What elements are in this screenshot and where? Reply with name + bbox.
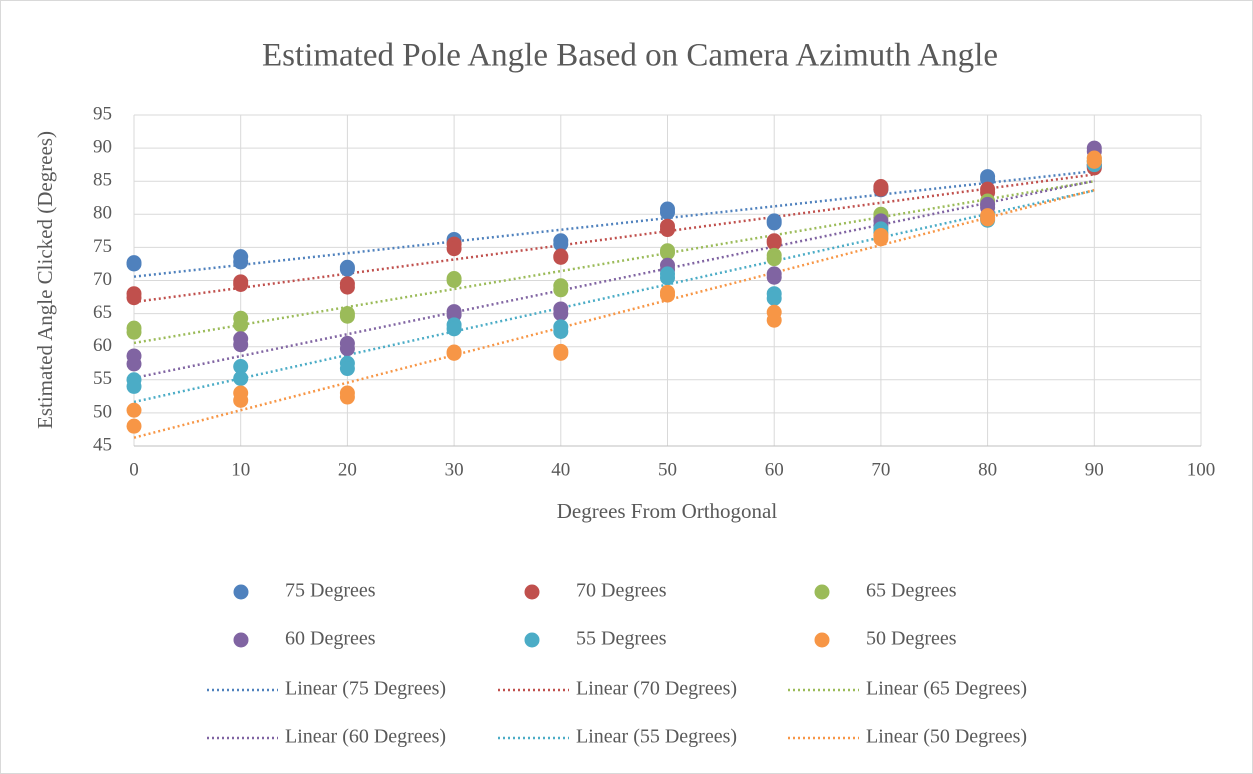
point <box>1086 153 1102 169</box>
y-tick-label: 90 <box>93 136 112 157</box>
point <box>446 345 462 361</box>
point <box>873 181 889 197</box>
point <box>126 290 142 306</box>
point <box>126 356 142 372</box>
x-tick-label: 20 <box>338 459 357 480</box>
point <box>126 378 142 394</box>
point <box>126 402 142 418</box>
legend-label: Linear (70 Degrees) <box>576 678 737 700</box>
point <box>766 215 782 231</box>
legend-marker <box>524 632 540 648</box>
trendline <box>133 179 1095 380</box>
chart-title: Estimated Pole Angle Based on Camera Azi… <box>262 38 998 74</box>
y-tick-label: 80 <box>93 203 112 224</box>
point <box>126 418 142 434</box>
legend-label: 75 Degrees <box>285 580 376 602</box>
y-tick-label: 70 <box>93 269 112 290</box>
x-tick-label: 60 <box>765 459 784 480</box>
x-tick-label: 70 <box>871 459 890 480</box>
point <box>233 359 249 375</box>
point <box>766 235 782 251</box>
point <box>660 245 675 261</box>
trendline <box>133 173 1095 304</box>
point <box>553 248 569 264</box>
y-axis-title: Estimated Angle Clicked (Degrees) <box>33 131 57 429</box>
point <box>339 261 355 277</box>
legend-label: Linear (50 Degrees) <box>866 726 1027 748</box>
x-tick-label: 0 <box>129 459 139 480</box>
point <box>339 341 355 357</box>
legend-label: 65 Degrees <box>866 580 957 602</box>
x-tick-label: 50 <box>658 459 677 480</box>
point <box>126 324 142 340</box>
legend-marker <box>524 584 540 600</box>
y-tick-label: 85 <box>93 170 112 191</box>
point <box>233 317 249 333</box>
y-tick-label: 65 <box>93 302 112 323</box>
legend-marker <box>233 632 249 648</box>
legend-label: 55 Degrees <box>576 628 667 650</box>
y-tick-label: 45 <box>93 434 112 455</box>
point <box>339 389 355 405</box>
point <box>233 337 249 353</box>
point <box>766 312 782 328</box>
point <box>233 370 249 386</box>
legend-label: 70 Degrees <box>576 580 667 602</box>
point <box>660 204 675 220</box>
point <box>446 241 462 257</box>
legend-marker <box>814 632 830 648</box>
point <box>766 290 782 306</box>
point <box>553 345 569 361</box>
point <box>766 269 782 285</box>
point <box>660 270 675 286</box>
legend-label: 60 Degrees <box>285 628 376 650</box>
trendline <box>133 169 1095 278</box>
point <box>446 321 462 337</box>
point <box>233 276 249 292</box>
x-axis-title: Degrees From Orthogonal <box>557 499 778 523</box>
x-tick-label: 100 <box>1187 459 1216 480</box>
point <box>339 361 355 377</box>
legend-label: Linear (65 Degrees) <box>866 678 1027 700</box>
point <box>980 211 996 227</box>
legend-label: Linear (55 Degrees) <box>576 726 737 748</box>
y-tick-label: 50 <box>93 401 112 422</box>
point <box>446 273 462 288</box>
point <box>553 282 569 298</box>
point <box>553 323 569 339</box>
x-tick-label: 10 <box>231 459 250 480</box>
point <box>339 308 355 324</box>
trendline <box>133 180 1095 345</box>
legend-label: Linear (75 Degrees) <box>285 678 446 700</box>
trendline <box>133 189 1095 404</box>
point <box>660 222 675 238</box>
point <box>660 287 675 303</box>
legend-label: 50 Degrees <box>866 628 957 650</box>
y-tick-label: 55 <box>93 368 112 389</box>
point <box>126 256 142 272</box>
x-tick-label: 80 <box>978 459 997 480</box>
point <box>553 236 569 252</box>
point <box>233 254 249 270</box>
x-tick-label: 90 <box>1085 459 1104 480</box>
y-tick-label: 75 <box>93 236 112 257</box>
trendline <box>133 188 1095 439</box>
point <box>553 306 569 322</box>
point <box>766 251 782 267</box>
legend-label: Linear (60 Degrees) <box>285 726 446 748</box>
point <box>339 279 355 295</box>
y-tick-label: 60 <box>93 335 112 356</box>
y-tick-label: 95 <box>93 103 112 124</box>
legend-marker <box>814 584 830 600</box>
point <box>233 392 249 408</box>
x-tick-label: 40 <box>551 459 570 480</box>
point <box>873 231 889 247</box>
legend-marker <box>233 584 249 600</box>
x-tick-label: 30 <box>445 459 464 480</box>
